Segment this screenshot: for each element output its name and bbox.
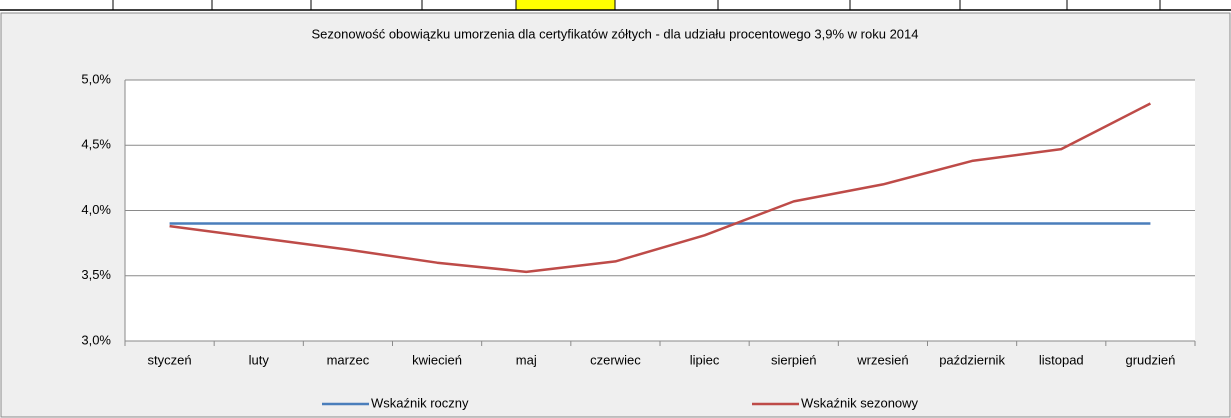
chart-title: Sezonowość obowiązku umorzenia dla certy… <box>312 26 919 41</box>
spreadsheet-strip <box>0 0 1231 11</box>
x-tick-label: wrzesień <box>856 352 908 367</box>
x-tick-label: sierpień <box>771 352 817 367</box>
x-tick-label: lipiec <box>690 352 720 367</box>
x-tick-label: listopad <box>1039 352 1084 367</box>
y-tick-label: 3,0% <box>81 332 111 347</box>
x-tick-label: grudzień <box>1125 352 1175 367</box>
y-tick-label: 4,5% <box>81 137 111 152</box>
x-tick-label: maj <box>516 352 537 367</box>
legend-label: Wskaźnik sezonowy <box>801 395 919 410</box>
highlighted-cell <box>516 0 615 10</box>
x-tick-label: luty <box>249 352 270 367</box>
x-tick-label: październik <box>939 352 1005 367</box>
line-series <box>169 102 1151 274</box>
x-tick-label: czerwiec <box>590 352 641 367</box>
x-tick-label: kwiecień <box>412 352 462 367</box>
y-tick-label: 3,5% <box>81 267 111 282</box>
legend-label: Wskaźnik roczny <box>371 395 469 410</box>
y-tick-label: 4,0% <box>81 202 111 217</box>
y-tick-label: 5,0% <box>81 71 111 86</box>
x-tick-label: marzec <box>327 352 370 367</box>
x-tick-label: styczeń <box>148 352 192 367</box>
